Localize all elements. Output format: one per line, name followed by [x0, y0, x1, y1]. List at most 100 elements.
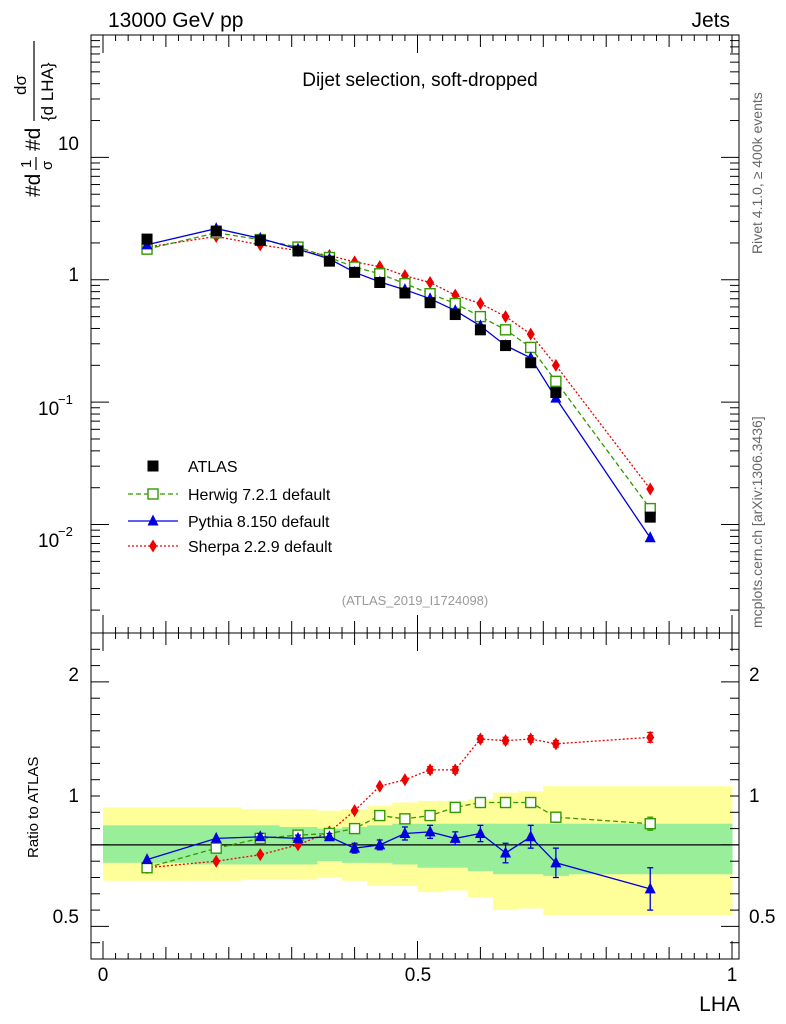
sherpa-ratio-point: [375, 779, 384, 793]
sherpa-main-point: [551, 358, 560, 372]
main-plot-area: [141, 222, 656, 543]
sherpa-ratio-point: [350, 804, 359, 818]
sherpa-main-point: [426, 276, 435, 290]
sherpa-main-point: [526, 327, 535, 341]
sherpa-ratio-point: [212, 854, 221, 868]
pythia-ratio-point: [424, 825, 436, 837]
pythia-ratio-point: [550, 856, 562, 868]
pythia-ratio-point: [210, 831, 222, 843]
pythia-ratio-point: [474, 826, 486, 838]
sherpa-main-point: [646, 482, 655, 496]
atlas-main-point: [424, 297, 436, 309]
pythia-ratio-point: [525, 830, 537, 842]
sherpa-ratio-point: [646, 730, 655, 744]
legend-sherpa-label: Sherpa 2.2.9 default: [188, 539, 333, 556]
ytick-label-0.01-exp: −2: [58, 524, 73, 539]
header-analysis-label: Jets: [691, 9, 730, 32]
sherpa-ratio-point: [476, 732, 485, 746]
ytick-label-10: 10: [58, 134, 79, 155]
herwig-ratio-point: [550, 811, 562, 823]
xtick-label-0.5: 0.5: [405, 965, 431, 986]
ytick-label-1: 1: [68, 265, 79, 286]
atlas-main-point: [500, 340, 512, 352]
xtick-label-1: 1: [727, 965, 738, 986]
herwig-ratio-point: [141, 862, 153, 874]
pythia-main-point: [644, 531, 656, 543]
pythia-ratio-point: [141, 853, 153, 865]
atlas-main-point: [399, 287, 411, 299]
atlas-main-point: [525, 357, 537, 369]
ratio-band-green: [442, 823, 469, 868]
pythia-ratio-point: [254, 830, 266, 842]
sherpa-main-line: [146, 235, 651, 490]
herwig-ratio-point: [499, 796, 512, 809]
legend-sherpa-marker: [149, 539, 157, 553]
ratio-ticks: [91, 632, 739, 960]
legend: ATLAS Herwig 7.2.1 default Pythia 8.150 de…: [128, 459, 333, 556]
pythia-ratio-point: [644, 882, 656, 894]
herwig-ratio-point: [424, 809, 436, 822]
ylabel-part-hash-d: #d: [22, 174, 45, 197]
ratio-panel: 0.5 1 2 0.5 1 2 0 0.5 1 LHA Ratio to ATL…: [25, 632, 775, 1016]
atlas-main-point: [349, 266, 361, 278]
herwig-main-point: [525, 341, 537, 354]
ylabel-part-hash-d2: #d: [22, 128, 45, 151]
main-ticks: [91, 35, 739, 633]
main-panel: Dijet selection, soft-dropped (ATLAS_201…: [11, 34, 740, 634]
atlas-main-point: [374, 277, 386, 289]
sherpa-main-point: [476, 296, 485, 310]
pythia-ratio-point: [500, 846, 512, 858]
ratio-ytick-label-right-0.5: 0.5: [749, 907, 775, 928]
sherpa-ratio-point: [256, 848, 265, 862]
xtick-label-0: 0: [98, 965, 109, 986]
ytick-label-0.1: 10 −1: [38, 392, 73, 420]
atlas-main-point: [323, 255, 335, 267]
sherpa-ratio-point: [426, 763, 435, 777]
sherpa-ratio-point: [451, 763, 460, 777]
atlas-main-point: [449, 309, 461, 321]
analysis-id-watermark: (ATLAS_2019_I1724098): [342, 593, 488, 608]
herwig-ratio-point: [525, 796, 537, 809]
sherpa-ratio-point: [501, 734, 510, 748]
header-process-label: 13000 GeV pp: [108, 9, 243, 32]
legend-atlas-label: ATLAS: [188, 459, 238, 476]
ratio-ytick-label-0.5: 0.5: [53, 907, 79, 928]
ratio-ytick-label-right-2: 2: [749, 665, 760, 686]
herwig-ratio-point: [449, 801, 461, 814]
atlas-main-point: [210, 225, 222, 237]
legend-herwig-marker: [147, 488, 159, 500]
pythia-ratio-point: [323, 830, 335, 842]
ratio-plot-area: [91, 730, 739, 915]
atlas-main-point: [644, 511, 656, 523]
herwig-ratio-point: [644, 818, 656, 830]
atlas-main-point: [474, 324, 486, 336]
pythia-ratio-point: [449, 831, 461, 843]
ylabel-part-dlha: {d LHA}: [38, 62, 57, 121]
ratio-ytick-label-2: 2: [68, 665, 79, 686]
sherpa-main-point: [501, 310, 510, 324]
herwig-main-point: [550, 375, 562, 388]
ylabel-part-dsigma: dσ: [11, 75, 30, 95]
herwig-main-point: [499, 324, 512, 336]
legend-pythia-marker: [147, 514, 159, 526]
ylabel-part-sigma: σ: [39, 160, 56, 170]
ytick-label-0.1-exp: −1: [58, 392, 73, 407]
ratio-band-green: [568, 823, 733, 875]
main-ylabel: #d 1 σ #d dσ {d LHA}: [11, 41, 57, 197]
herwig-ratio-point: [348, 822, 361, 835]
ytick-label-0.01: 10 −2: [38, 524, 73, 552]
sherpa-ratio-point: [551, 737, 560, 751]
mcplots-label: mcplots.cern.ch [arXiv:1306.3436]: [749, 416, 765, 628]
pythia-ratio-point: [349, 841, 361, 853]
sherpa-ratio-point: [526, 732, 535, 746]
atlas-main-point: [254, 234, 266, 246]
herwig-ratio-point: [399, 813, 411, 825]
pythia-ratio-point: [374, 838, 386, 850]
pythia-ratio-point: [399, 826, 411, 838]
legend-atlas-marker: [147, 460, 159, 472]
legend-pythia-label: Pythia 8.150 default: [188, 514, 330, 531]
ytick-label-0.01-base: 10: [38, 531, 59, 552]
herwig-ratio-point: [374, 809, 386, 822]
atlas-main-point: [141, 233, 153, 245]
